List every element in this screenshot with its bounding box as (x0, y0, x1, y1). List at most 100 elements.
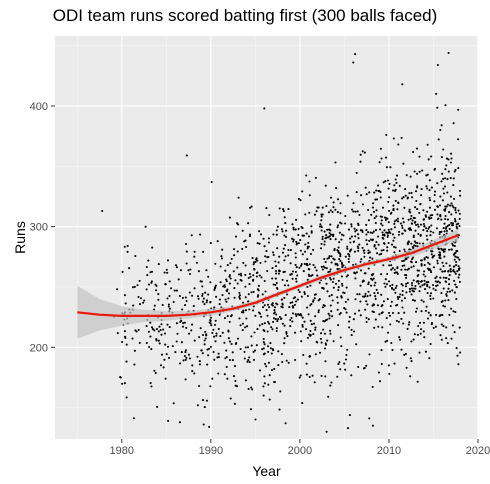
data-point (422, 321, 425, 324)
data-point (223, 285, 226, 288)
data-point (202, 297, 205, 300)
data-point (294, 252, 297, 255)
data-point (450, 202, 453, 205)
data-point (387, 364, 390, 367)
data-point (229, 277, 232, 280)
data-point (326, 228, 329, 231)
data-point (225, 300, 228, 303)
data-point (222, 285, 225, 288)
data-point (328, 295, 331, 298)
data-point (217, 372, 220, 375)
data-point (371, 238, 375, 241)
data-point (426, 317, 430, 320)
data-point (401, 264, 404, 267)
data-point (327, 256, 331, 260)
data-point (415, 147, 419, 150)
data-point (295, 218, 298, 221)
data-point (452, 206, 455, 209)
data-point (232, 248, 236, 251)
data-point (257, 311, 261, 314)
data-point (357, 365, 360, 369)
data-point (306, 247, 309, 250)
data-point (440, 291, 443, 295)
data-point (412, 265, 415, 268)
data-point (301, 190, 304, 193)
data-point (421, 284, 424, 287)
data-point (123, 335, 127, 338)
data-point (243, 357, 246, 360)
data-point (231, 359, 234, 362)
data-point (361, 246, 364, 249)
data-point (313, 213, 316, 216)
data-point (393, 268, 396, 271)
data-point (162, 366, 165, 369)
data-point (404, 273, 408, 277)
data-point (308, 268, 311, 271)
data-point (298, 266, 301, 269)
data-point (286, 279, 289, 282)
data-point (447, 270, 450, 273)
data-point (414, 190, 418, 193)
data-point (392, 207, 395, 210)
data-point (305, 174, 308, 177)
data-point (340, 275, 343, 278)
data-point (400, 317, 403, 320)
data-point (439, 230, 442, 234)
data-point (202, 423, 205, 426)
data-point (209, 300, 212, 303)
data-point (176, 332, 179, 335)
data-point (420, 194, 423, 197)
data-point (401, 226, 404, 230)
data-point (244, 346, 247, 349)
data-point (160, 353, 164, 356)
data-point (320, 332, 323, 335)
data-point (454, 206, 457, 210)
data-point (410, 228, 413, 231)
data-point (208, 425, 211, 428)
data-point (157, 339, 160, 342)
data-point (409, 227, 412, 230)
data-point (238, 297, 241, 300)
data-point (457, 209, 460, 212)
data-point (294, 331, 297, 334)
data-point (283, 216, 286, 219)
data-point (336, 301, 339, 304)
data-point (348, 255, 351, 258)
data-point (445, 293, 448, 296)
data-point (344, 368, 347, 371)
data-point (316, 274, 319, 277)
data-point (289, 325, 292, 328)
data-point (196, 295, 200, 298)
data-point (412, 234, 415, 237)
data-point (333, 249, 336, 252)
data-point (272, 320, 275, 323)
data-point (358, 293, 361, 296)
data-point (275, 329, 278, 333)
data-point (277, 318, 280, 321)
data-point (451, 324, 454, 327)
data-point (228, 282, 231, 285)
data-point (303, 291, 306, 294)
data-point (345, 275, 348, 278)
data-point (306, 336, 309, 339)
data-point (404, 194, 407, 197)
data-point (214, 319, 217, 322)
x-tick-label: 2000 (288, 445, 312, 457)
data-point (332, 340, 335, 343)
data-point (244, 264, 247, 267)
data-point (346, 427, 350, 430)
data-point (267, 237, 270, 240)
data-point (266, 314, 269, 317)
data-point (278, 207, 281, 210)
data-point (405, 282, 408, 285)
data-point (352, 210, 355, 213)
data-point (302, 270, 305, 273)
data-point (338, 361, 341, 364)
data-point (442, 276, 445, 279)
data-point (317, 311, 320, 314)
data-point (411, 219, 414, 222)
data-point (133, 285, 136, 288)
data-point (432, 326, 435, 329)
data-point (273, 309, 276, 312)
data-point (325, 234, 328, 237)
